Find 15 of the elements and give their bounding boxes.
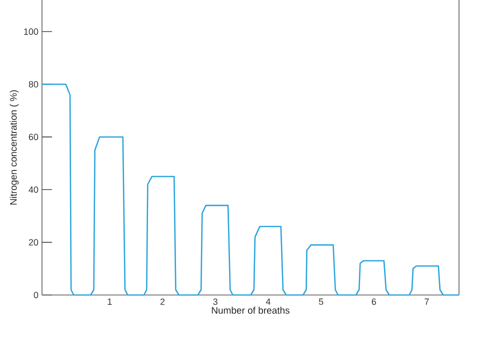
- x-tick-label: 5: [318, 298, 324, 305]
- x-tick-label: 3: [213, 298, 218, 305]
- y-tick-label: 80: [28, 81, 38, 88]
- x-tick-label: 6: [372, 298, 376, 305]
- x-tick-label: 7: [424, 298, 429, 305]
- y-tick-label: 40: [28, 186, 38, 193]
- y-tick-label: 0: [34, 292, 38, 298]
- y-tick-label: 100: [24, 28, 38, 35]
- y-tick-label: 60: [28, 134, 38, 140]
- y-axis-title: Nitrogen concentration ( %): [10, 90, 19, 205]
- x-tick-label: 4: [266, 298, 270, 305]
- y-tick-label: 20: [28, 239, 38, 246]
- x-tick-label: 2: [160, 298, 165, 305]
- x-axis-title: Number of breaths: [212, 306, 290, 314]
- x-tick-label: 1: [108, 298, 112, 305]
